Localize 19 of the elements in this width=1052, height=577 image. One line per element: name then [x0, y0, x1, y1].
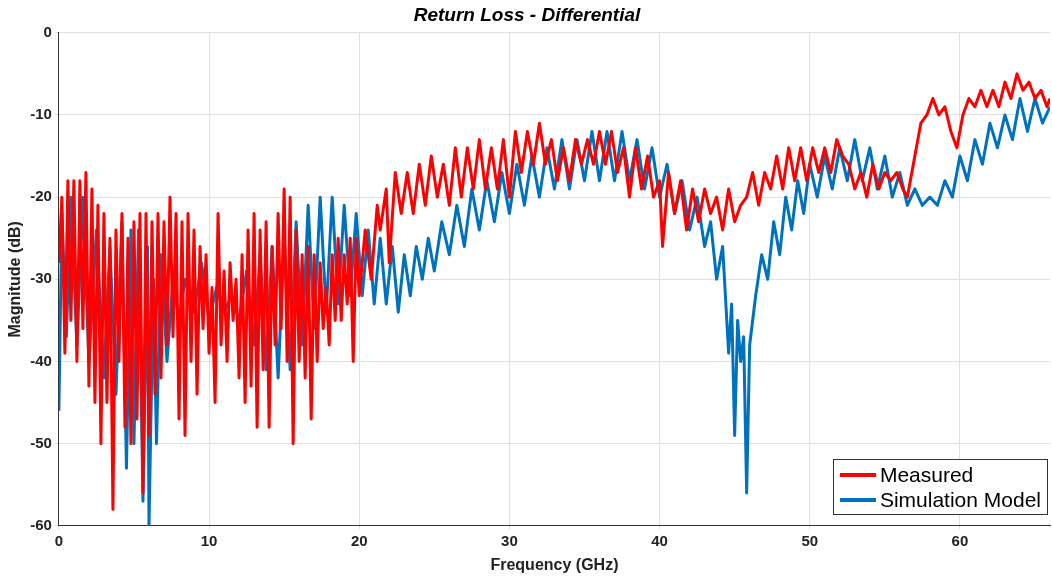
x-tick-label: 10 [200, 531, 218, 549]
x-tick-label: 30 [501, 531, 518, 549]
x-axis-title: Frequency (GHz) [490, 555, 619, 573]
chart-title: Return Loss - Differential [413, 3, 642, 25]
y-tick-label: -50 [30, 433, 52, 451]
y-tick-label: -10 [30, 105, 52, 123]
y-tick-label: -60 [30, 515, 52, 533]
y-tick-label: -20 [30, 187, 52, 205]
x-tick-label: 60 [951, 531, 969, 549]
x-tick-label: 20 [350, 531, 368, 549]
y-tick-label: -40 [30, 351, 52, 369]
x-tick-label: 0 [54, 531, 64, 549]
y-axis-title: Magnitude (dB) [6, 221, 24, 338]
x-tick-label: 40 [651, 531, 668, 549]
y-tick-label: -30 [30, 269, 52, 287]
legend-label: Simulation Model [879, 487, 1041, 512]
x-tick-label: 50 [801, 531, 819, 549]
y-tick-label: 0 [43, 22, 52, 40]
legend-label: Measured [879, 462, 974, 487]
